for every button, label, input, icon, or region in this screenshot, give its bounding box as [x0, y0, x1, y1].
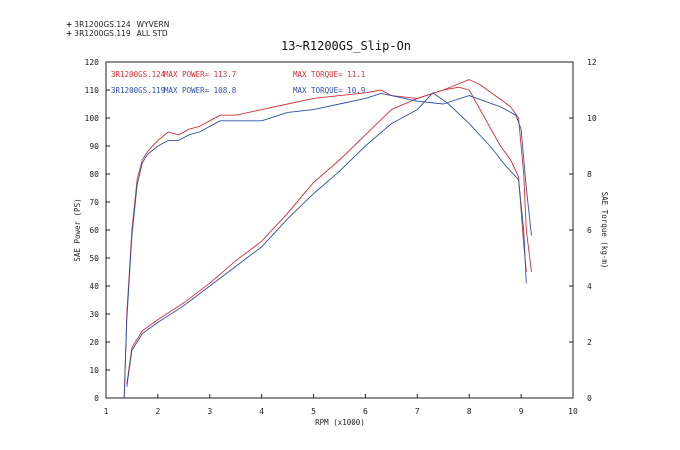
y2-tick-label: 10	[587, 114, 597, 123]
legend-code: 3R1200GS.124	[74, 20, 131, 29]
anno-blue-max-torque: MAX TORQUE= 10.9	[293, 86, 365, 95]
x-tick-label: 5	[311, 407, 316, 416]
x-tick-label: 2	[155, 407, 160, 416]
legend-desc: WYVERN	[136, 20, 170, 29]
legend-desc: ALL STD	[136, 29, 168, 38]
anno-blue-code: 3R1200GS.119	[111, 86, 165, 95]
series-line-torque-3	[126, 92, 527, 387]
legend: +3R1200GS.124 WYVERN +3R1200GS.119 ALL STD	[66, 20, 169, 38]
y2-tick-label: 8	[587, 170, 592, 179]
y-tick-label: 70	[89, 198, 99, 207]
y2-tick-label: 12	[587, 58, 597, 67]
y-tick-label: 60	[89, 226, 99, 235]
anno-red-code: 3R1200GS.124	[111, 70, 166, 79]
legend-code: 3R1200GS.119	[74, 29, 131, 38]
anno-red-max-torque: MAX TORQUE= 11.1	[293, 70, 365, 79]
legend-item: +3R1200GS.124 WYVERN	[66, 20, 169, 29]
y2-tick-label: 6	[587, 226, 592, 235]
series-line-torque-1	[126, 86, 527, 385]
x-tick-label: 9	[519, 407, 524, 416]
x-tick-label: 1	[104, 407, 109, 416]
legend-item: +3R1200GS.119 ALL STD	[66, 29, 169, 38]
series-layer	[123, 79, 532, 399]
y-tick-label: 40	[89, 282, 99, 291]
y-tick-label: 30	[89, 310, 99, 319]
series-line-power-0	[123, 79, 532, 399]
right-axis: 0 2 4 6 8 10 12	[569, 58, 597, 403]
y-tick-label: 120	[85, 58, 100, 67]
legend-marker-red: +	[66, 20, 73, 29]
x-axis-label: RPM (x1000)	[315, 418, 365, 427]
bottom-axis: 1 2 3 4 5 6 7 8 9 10	[104, 394, 578, 416]
y-tick-label: 80	[89, 170, 99, 179]
y-tick-label: 20	[89, 338, 99, 347]
series-line-power-2	[123, 92, 532, 399]
y-tick-label: 10	[89, 366, 99, 375]
left-axis: 0 10 20 30 40 50 60 70 80 90 100 110 120	[85, 58, 110, 403]
y-tick-label: 100	[85, 114, 100, 123]
y-tick-label: 110	[85, 86, 100, 95]
chart-title: 13~R1200GS_Slip-On	[281, 39, 411, 53]
y-tick-label: 50	[89, 254, 99, 263]
y2-tick-label: 4	[587, 282, 592, 291]
x-tick-label: 6	[363, 407, 368, 416]
y-axis-label: SAE Power (PS)	[73, 198, 82, 261]
y-tick-label: 0	[94, 394, 99, 403]
legend-marker-blue: +	[66, 29, 73, 38]
x-tick-label: 7	[415, 407, 420, 416]
anno-red-max-power: MAX POWER= 113.7	[164, 70, 236, 79]
y2-axis-label: SAE Torque (kg-m)	[600, 192, 609, 269]
anno-blue-max-power: MAX POWER= 108.8	[164, 86, 237, 95]
x-tick-label: 10	[568, 407, 578, 416]
y-tick-label: 90	[89, 142, 99, 151]
y2-tick-label: 2	[587, 338, 592, 347]
x-tick-label: 3	[207, 407, 212, 416]
x-tick-label: 4	[259, 407, 264, 416]
x-tick-label: 8	[467, 407, 472, 416]
y2-tick-label: 0	[587, 394, 592, 403]
plot-frame	[105, 61, 574, 399]
